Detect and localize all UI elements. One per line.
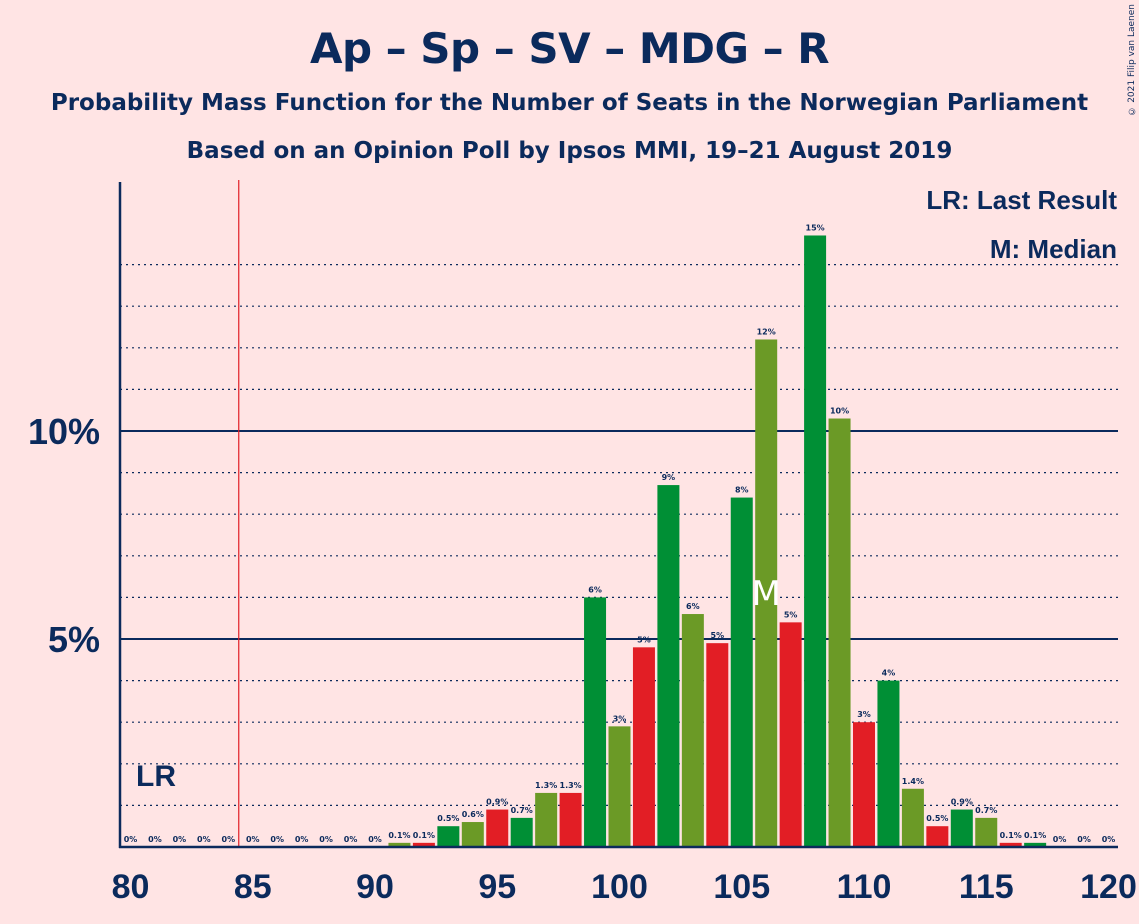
x-tick-label: 115: [959, 868, 1014, 906]
data-label: 0%: [148, 835, 162, 844]
x-tick-label: 85: [234, 868, 272, 906]
bar-seats-107: [779, 622, 802, 847]
bar-seats-97: [535, 792, 558, 847]
data-label: 0.1%: [1000, 831, 1022, 840]
x-tick-label: 95: [478, 868, 516, 906]
data-label: 0%: [124, 835, 138, 844]
data-label: 3%: [857, 710, 871, 719]
data-label: 0%: [1053, 835, 1067, 844]
x-tick-label: 80: [112, 868, 150, 906]
bar-seats-109: [828, 418, 851, 847]
bar-seats-112: [901, 788, 924, 847]
data-label: 0.9%: [486, 798, 508, 807]
data-label: 5%: [784, 610, 798, 619]
data-label: 0%: [1077, 835, 1091, 844]
bar-seats-117: [1024, 842, 1047, 847]
bar-seats-100: [608, 726, 631, 847]
data-label: 0.1%: [1024, 831, 1046, 840]
bar-seats-103: [681, 614, 704, 847]
bar-seats-114: [950, 809, 973, 847]
bar-seats-113: [926, 826, 949, 847]
bar-seats-92: [412, 842, 435, 847]
data-label: 0%: [222, 835, 236, 844]
bar-seats-93: [437, 826, 460, 847]
data-label: 3%: [613, 714, 627, 723]
data-label: 0.9%: [951, 798, 973, 807]
data-label: 0.6%: [462, 810, 484, 819]
bar-seats-99: [584, 597, 607, 847]
data-label: 4%: [882, 669, 896, 678]
data-label: 0.5%: [926, 814, 948, 823]
y-tick-label: 5%: [48, 619, 100, 660]
legend-median: M: Median: [990, 234, 1117, 264]
data-label: 0.1%: [413, 831, 435, 840]
bar-seats-111: [877, 680, 900, 847]
bar-seats-115: [975, 817, 998, 847]
last-result-marker: LR: [136, 760, 176, 793]
data-label: 12%: [757, 327, 776, 336]
x-tick-label: 110: [837, 868, 892, 906]
data-label: 1.4%: [902, 777, 924, 786]
bar-seats-104: [706, 643, 729, 847]
bar-seats-106: [755, 339, 778, 847]
data-label: 0%: [270, 835, 284, 844]
bar-seats-101: [632, 647, 655, 847]
data-label: 5%: [637, 635, 651, 644]
data-label: 0.7%: [975, 806, 997, 815]
median-marker: M: [752, 574, 781, 614]
data-label: 0%: [246, 835, 260, 844]
bar-seats-96: [510, 817, 533, 847]
bar-seats-108: [804, 235, 827, 848]
bar-seats-105: [730, 497, 753, 847]
data-label: 0.1%: [388, 831, 410, 840]
chart-subtitle: Probability Mass Function for the Number…: [50, 90, 1089, 116]
data-label: 0%: [295, 835, 309, 844]
data-label: 0%: [368, 835, 382, 844]
bar-seats-102: [657, 485, 680, 847]
chart-title: Ap – Sp – SV – MDG – R: [309, 24, 830, 73]
bar-seats-91: [388, 842, 411, 847]
data-label: 10%: [830, 407, 849, 416]
bar-seats-116: [999, 842, 1022, 847]
legend-last-result: LR: Last Result: [926, 185, 1117, 215]
data-label: 8%: [735, 486, 749, 495]
x-tick-label: 120: [1080, 868, 1137, 906]
data-label: 15%: [806, 223, 825, 232]
data-label: 1.3%: [560, 781, 582, 790]
data-label: 6%: [686, 602, 700, 611]
data-label: 1.3%: [535, 781, 557, 790]
bar-seats-94: [461, 822, 484, 847]
data-label: 0%: [1102, 835, 1116, 844]
data-label: 0%: [197, 835, 211, 844]
data-label: 0%: [173, 835, 187, 844]
x-tick-label: 105: [713, 868, 770, 906]
x-tick-label: 100: [591, 868, 648, 906]
x-tick-label: 90: [356, 868, 394, 906]
data-label: 0.7%: [511, 806, 533, 815]
bar-seats-110: [853, 722, 875, 847]
data-label: 5%: [711, 631, 725, 640]
bar-seats-95: [486, 809, 509, 847]
data-label: 0.5%: [437, 814, 459, 823]
y-tick-label: 10%: [28, 411, 100, 452]
data-label: 0%: [319, 835, 333, 844]
data-label: 0%: [344, 835, 358, 844]
data-label: 9%: [662, 473, 676, 482]
chart-source: Based on an Opinion Poll by Ipsos MMI, 1…: [186, 138, 953, 164]
bar-seats-98: [559, 792, 582, 847]
data-label: 6%: [588, 585, 602, 594]
